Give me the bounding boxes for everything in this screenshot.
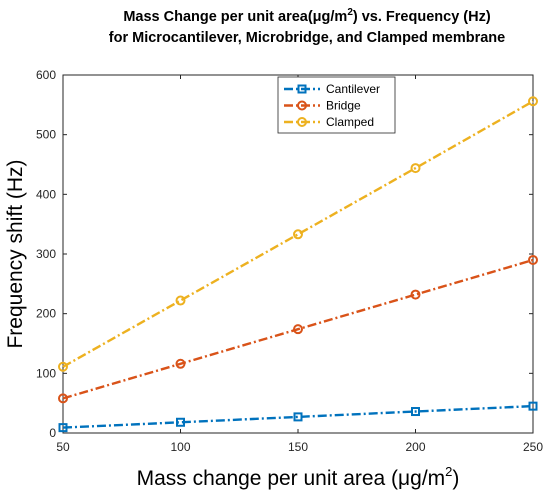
data-point — [293, 229, 303, 240]
plot-area — [62, 74, 534, 434]
data-point — [176, 417, 185, 427]
y-tick-label: 200 — [36, 307, 56, 321]
x-tick-label: 250 — [523, 440, 543, 454]
series-line-cantilever — [62, 404, 534, 429]
data-point — [58, 361, 68, 372]
data-point — [58, 393, 68, 404]
x-tick-label: 50 — [56, 440, 70, 454]
data-point — [293, 412, 303, 422]
data-point — [410, 163, 421, 174]
data-point — [58, 423, 68, 433]
data-point — [175, 358, 186, 369]
data-point — [410, 289, 421, 300]
y-tick-label: 300 — [36, 247, 56, 261]
y-tick-label: 100 — [36, 366, 56, 380]
legend-label: Bridge — [326, 99, 361, 113]
series-cantilever — [58, 401, 538, 433]
series-layer — [58, 96, 538, 433]
legend-marker — [297, 84, 307, 94]
x-tick-label: 200 — [405, 440, 425, 454]
chart-title-line-2: for Microcantilever, Microbridge, and Cl… — [109, 30, 505, 46]
x-axis-label: Mass change per unit area (μg/m2) — [137, 464, 460, 490]
legend-marker — [297, 100, 307, 111]
data-point — [293, 324, 303, 335]
data-point — [528, 401, 538, 411]
y-tick-label: 0 — [49, 426, 56, 440]
legend: Cantilever Bridge Clamped — [277, 76, 396, 134]
data-point — [175, 295, 186, 306]
x-tick-label: 150 — [288, 440, 308, 454]
y-tick-label: 400 — [36, 187, 56, 201]
data-point — [528, 254, 538, 265]
series-clamped — [58, 96, 538, 372]
y-axis-label: Frequency shift (Hz) — [4, 159, 27, 348]
legend-label: Clamped — [326, 115, 374, 129]
series-bridge — [58, 254, 538, 404]
axis-ticks: 50 100 150 200 250 0 100 200 300 400 500 600 — [36, 68, 543, 454]
data-point — [528, 96, 538, 107]
y-tick-label: 500 — [36, 128, 56, 142]
chart-title-line-1: Mass Change per unit area(μg/m2) vs. Fre… — [123, 7, 491, 25]
legend-label: Cantilever — [326, 82, 380, 96]
series-line-clamped — [62, 100, 534, 368]
y-tick-label: 600 — [36, 68, 56, 82]
data-point — [411, 407, 420, 417]
legend-marker — [297, 117, 307, 127]
series-line-bridge — [62, 258, 534, 400]
x-tick-label: 100 — [170, 440, 190, 454]
